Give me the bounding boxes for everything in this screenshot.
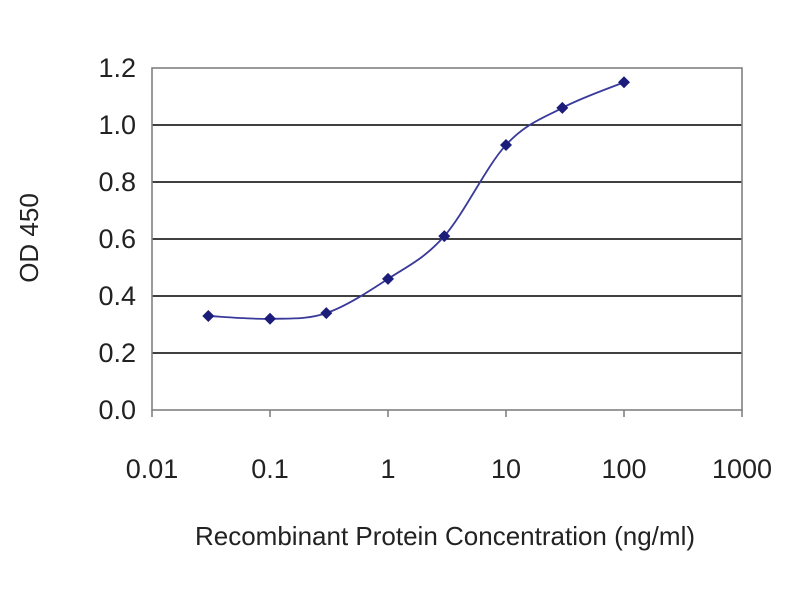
plot-border	[151, 67, 743, 411]
data-point	[382, 272, 394, 285]
y-tick-labels: 0.0 0.2 0.4 0.6 0.8 1.0 1.2	[98, 53, 136, 425]
x-tick-label: 100	[601, 454, 646, 484]
y-tick-label: 0.2	[98, 338, 136, 368]
y-tick-label: 1.2	[98, 53, 136, 83]
data-point	[320, 307, 333, 320]
data-point	[264, 312, 276, 325]
y-tick-label: 0.8	[98, 167, 136, 197]
y-tick-label: 0.4	[98, 281, 136, 311]
x-tick-label: 1	[380, 454, 395, 484]
y-tick-label: 0.6	[98, 224, 136, 254]
x-axis-title: Recombinant Protein Concentration (ng/ml…	[195, 521, 695, 551]
x-tick-label: 1000	[712, 454, 772, 484]
y-tick-label: 0.0	[98, 395, 136, 425]
x-tick-label: 10	[491, 454, 521, 484]
x-tick-labels: 0.01 0.1 1 10 100 1000	[126, 410, 772, 484]
data-point	[438, 230, 451, 243]
data-points	[202, 76, 630, 325]
data-point	[500, 138, 512, 151]
data-point	[618, 76, 630, 89]
y-tick-label: 1.0	[98, 110, 136, 140]
series-line	[208, 81, 625, 320]
x-tick-label: 0.01	[126, 454, 179, 484]
series	[208, 81, 625, 320]
plot-frame	[151, 67, 743, 411]
data-point	[202, 309, 215, 322]
y-axis-title: OD 450	[14, 193, 44, 283]
x-tick-label: 0.1	[251, 454, 289, 484]
data-point	[556, 101, 569, 114]
